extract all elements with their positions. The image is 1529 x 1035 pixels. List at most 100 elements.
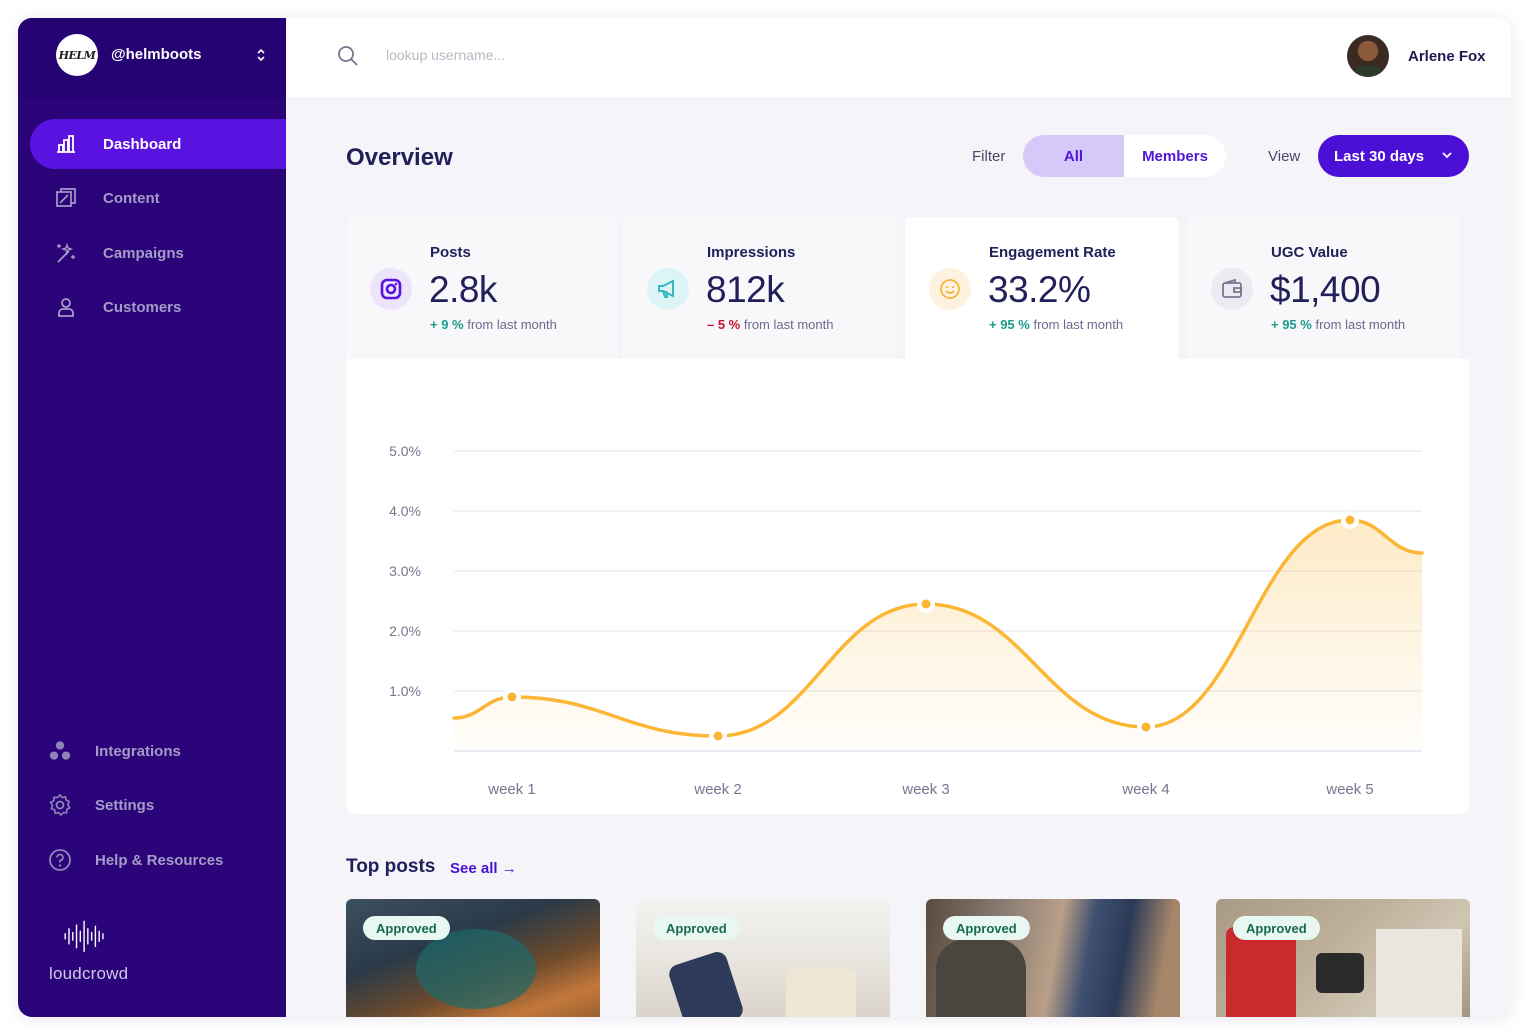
y-tick-label: 3.0% xyxy=(389,563,421,579)
post-card[interactable]: Approved xyxy=(346,899,600,1017)
stat-delta: + 95 % xyxy=(989,317,1030,332)
filter-toggle: All Members xyxy=(1023,135,1226,177)
loudcrowd-wordmark: loudcrowd xyxy=(49,964,129,983)
search-icon[interactable] xyxy=(336,44,360,68)
stat-card-posts[interactable]: Posts 2.8k + 9 % from last month xyxy=(346,217,618,359)
x-tick-label: week 3 xyxy=(901,781,950,798)
post-card[interactable]: Approved xyxy=(926,899,1180,1017)
view-label: View xyxy=(1268,148,1301,165)
filter-label: Filter xyxy=(972,148,1006,165)
see-all-link[interactable]: See all → xyxy=(450,860,517,877)
chevron-updown-icon[interactable] xyxy=(256,46,266,64)
brand-handle: @helmboots xyxy=(111,46,202,63)
post-card[interactable]: Approved xyxy=(636,899,890,1017)
post-image-detail xyxy=(786,969,856,1017)
gear-icon xyxy=(48,793,72,817)
engagement-chart: 1.0% 2.0% 3.0% 4.0% 5.0% week 1 week 2 week 3 w… xyxy=(346,359,1469,814)
sidebar-item-help[interactable]: Help & Resources xyxy=(30,835,286,885)
stat-card-engagement[interactable]: Engagement Rate 33.2% + 95 % from last m… xyxy=(905,217,1178,359)
sidebar-item-label: Dashboard xyxy=(103,135,182,153)
post-card[interactable]: Approved xyxy=(1216,899,1470,1017)
instagram-icon xyxy=(370,268,412,310)
stat-title: Posts xyxy=(430,244,471,261)
page-title: Overview xyxy=(346,144,453,171)
stat-change: + 95 % from last month xyxy=(989,317,1123,332)
sidebar-item-label: Content xyxy=(103,189,160,207)
status-badge: Approved xyxy=(363,916,450,940)
smiley-icon xyxy=(929,268,971,310)
top-posts-title: Top posts xyxy=(346,856,436,877)
y-tick-label: 5.0% xyxy=(389,443,421,459)
x-tick-label: week 1 xyxy=(487,781,536,798)
status-badge: Approved xyxy=(653,916,740,940)
brand-logo: HELM xyxy=(56,34,98,76)
stat-change: – 5 % from last month xyxy=(707,317,833,332)
x-tick-label: week 5 xyxy=(1325,781,1374,798)
search-input[interactable] xyxy=(386,42,686,68)
x-tick-label: week 2 xyxy=(693,781,742,798)
content-icon xyxy=(54,186,78,210)
status-badge: Approved xyxy=(1233,916,1320,940)
y-tick-label: 2.0% xyxy=(389,623,421,639)
y-tick-label: 1.0% xyxy=(389,683,421,699)
stat-card-impressions[interactable]: Impressions 812k – 5 % from last month xyxy=(623,217,896,359)
megaphone-icon xyxy=(647,268,689,310)
help-icon xyxy=(48,848,72,872)
filter-all-button[interactable]: All xyxy=(1023,135,1124,177)
top-bar: Arlene Fox xyxy=(286,18,1511,97)
magic-wand-icon xyxy=(54,241,78,265)
chart-point[interactable] xyxy=(1141,722,1151,732)
user-icon xyxy=(54,295,78,319)
sidebar-item-label: Integrations xyxy=(95,742,181,760)
chart-point[interactable] xyxy=(713,731,723,741)
date-range-value: Last 30 days xyxy=(1334,147,1425,165)
post-image-detail xyxy=(1376,929,1462,1017)
bar-chart-icon xyxy=(54,132,78,156)
stat-title: UGC Value xyxy=(1271,244,1348,261)
avatar[interactable] xyxy=(1347,35,1389,77)
chevron-down-icon xyxy=(1442,152,1452,159)
sidebar-item-integrations[interactable]: Integrations xyxy=(30,726,286,776)
stat-value: 812k xyxy=(706,269,785,310)
stat-value: $1,400 xyxy=(1270,269,1381,310)
user-name[interactable]: Arlene Fox xyxy=(1408,48,1486,65)
filter-members-button[interactable]: Members xyxy=(1142,147,1208,165)
x-tick-label: week 4 xyxy=(1121,781,1170,798)
sidebar-item-settings[interactable]: Settings xyxy=(30,780,286,830)
loudcrowd-logo xyxy=(64,920,104,953)
stat-title: Engagement Rate xyxy=(989,244,1116,261)
status-badge: Approved xyxy=(943,916,1030,940)
post-image xyxy=(936,939,1026,1017)
stat-title: Impressions xyxy=(707,244,796,261)
sidebar-item-label: Customers xyxy=(103,298,182,316)
stat-delta-suffix: from last month xyxy=(743,317,834,332)
sidebar-item-customers[interactable]: Customers xyxy=(30,282,286,332)
post-image xyxy=(666,949,746,1017)
chart-svg: 1.0% 2.0% 3.0% 4.0% 5.0% week 1 week 2 week 3 w… xyxy=(389,443,1424,798)
integrations-icon xyxy=(48,739,72,763)
chart-point[interactable] xyxy=(921,599,931,609)
chart-point[interactable] xyxy=(1345,515,1355,525)
sidebar-item-campaigns[interactable]: Campaigns xyxy=(30,228,286,278)
brand-switcher[interactable]: HELM @helmboots xyxy=(18,18,286,98)
post-image xyxy=(416,929,536,1009)
sidebar-item-label: Campaigns xyxy=(103,244,184,262)
post-image-detail xyxy=(1316,953,1364,993)
chart-area xyxy=(454,520,1422,751)
chart-point[interactable] xyxy=(507,692,517,702)
stat-value: 2.8k xyxy=(429,269,497,310)
date-range-dropdown[interactable]: Last 30 days xyxy=(1318,135,1469,177)
wallet-icon xyxy=(1211,268,1253,310)
stat-change: + 9 % from last month xyxy=(430,317,557,332)
stat-value: 33.2% xyxy=(988,269,1091,310)
sidebar: HELM @helmboots Dashboard Content Campai… xyxy=(18,18,286,1017)
sidebar-item-content[interactable]: Content xyxy=(30,173,286,223)
stat-change: + 95 % from last month xyxy=(1271,317,1405,332)
stat-delta: – 5 % xyxy=(707,317,741,332)
stat-delta-suffix: from last month xyxy=(1315,317,1406,332)
stat-delta-suffix: from last month xyxy=(467,317,557,332)
sidebar-item-label: Settings xyxy=(95,796,155,814)
stat-card-ugc-value[interactable]: UGC Value $1,400 + 95 % from last month xyxy=(1187,217,1460,359)
sidebar-item-dashboard[interactable]: Dashboard xyxy=(30,119,286,169)
app-window: HELM @helmboots Dashboard Content Campai… xyxy=(18,18,1511,1017)
